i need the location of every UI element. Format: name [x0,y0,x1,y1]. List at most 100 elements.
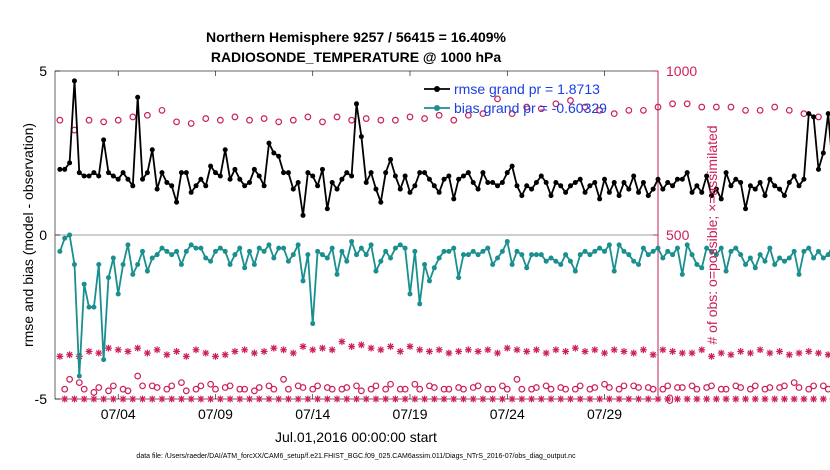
bias-point [533,252,539,258]
rmse-point [183,170,189,176]
y-tick-label-left: 5 [39,63,47,79]
obs-possible-point [285,385,292,393]
bias-point [344,258,350,264]
x-tick-label: 07/19 [392,406,427,422]
obs-possible-point [265,382,273,390]
obs-assimilated-point [581,348,589,355]
rmse-point [543,180,549,186]
rmse-point [704,173,710,179]
obs-assimilated-point [435,346,443,354]
bias-point [159,245,165,251]
obs-possible-point [576,382,584,390]
obs-assimilated-point [790,395,798,403]
obs-possible-point [727,103,735,111]
obs-possible-point [508,110,516,118]
obs-possible-point [314,382,321,390]
rmse-point [582,189,588,195]
x-tick-label: 07/24 [490,406,525,422]
rmse-point [446,173,452,179]
obs-possible-point [722,385,730,393]
obs-assimilated-point [338,338,346,345]
rmse-point [392,173,398,179]
rmse-point [743,206,749,212]
obs-possible-point [567,97,574,104]
obs-possible-point [766,384,774,391]
obs-assimilated-point [119,395,127,403]
bias-point [674,245,680,251]
rmse-point [169,183,175,189]
bias-point [689,252,695,258]
bias-point [174,248,180,254]
rmse-point [708,193,714,199]
rmse-point [417,170,423,176]
obs-possible-point [649,385,657,393]
rmse-point [684,170,690,176]
obs-assimilated-point [246,395,253,403]
x-axis-label: Jul.01,2016 00:00:00 start [275,429,437,445]
obs-assimilated-point [61,395,69,403]
obs-possible-point [319,118,326,126]
obs-possible-point [143,111,151,119]
rmse-point [344,170,350,176]
rmse-point [694,183,700,189]
obs-assimilated-point [416,346,424,354]
obs-possible-point [708,382,715,390]
obs-assimilated-point [678,349,686,357]
obs-possible-point [372,382,380,390]
bias-point [660,255,666,261]
bias-point [490,262,496,268]
bias-point [251,262,257,268]
obs-possible-point [192,385,200,393]
bias-point [76,373,82,379]
rmse-point [339,176,345,182]
bias-point [708,248,714,254]
y-tick-label-left: 0 [39,227,47,243]
rmse-point [645,193,651,199]
rmse-point [276,153,282,159]
obs-assimilated-point [216,395,224,403]
obs-possible-point [163,385,171,393]
obs-assimilated-point [163,351,171,359]
obs-possible-point [591,384,599,391]
bias-point [188,242,194,248]
bias-point [475,252,481,258]
chart-title-line1: Northern Hemisphere 9257 / 56415 = 16.40… [206,29,507,45]
bias-point [261,248,267,254]
bias-point [684,242,690,248]
bias-point [193,245,199,251]
obs-assimilated-point [362,395,370,403]
obs-assimilated-point [781,395,788,403]
obs-assimilated-point [105,344,112,352]
bias-point [796,271,802,277]
obs-possible-point [66,375,73,383]
y-tick-label-right: 500 [666,227,690,243]
rmse-point [713,186,719,192]
obs-possible-point [114,116,122,124]
bias-point [451,245,457,251]
obs-assimilated-point [178,395,185,403]
bias-point [373,268,379,274]
rmse-point [329,180,335,186]
obs-assimilated-point [586,395,594,403]
bias-point [538,252,544,258]
obs-assimilated-point [285,395,292,403]
rmse-point [290,186,296,192]
bias-point [198,245,204,251]
obs-assimilated-point [231,348,239,355]
obs-possible-point [815,113,822,121]
rmse-point [738,180,744,186]
rmse-point [670,183,676,189]
obs-possible-point [498,382,506,390]
y-ticks-left: -5 0 5 [35,63,60,407]
obs-possible-point [421,115,428,122]
bias-point [256,245,262,251]
obs-assimilated-point [761,395,769,403]
legend-bias-marker [434,105,440,111]
obs-assimilated-point [683,395,691,403]
rmse-point [757,180,763,186]
bias-point [558,262,564,268]
bias-point [811,255,817,261]
rmse-point [315,183,321,189]
rmse-point [86,173,92,179]
